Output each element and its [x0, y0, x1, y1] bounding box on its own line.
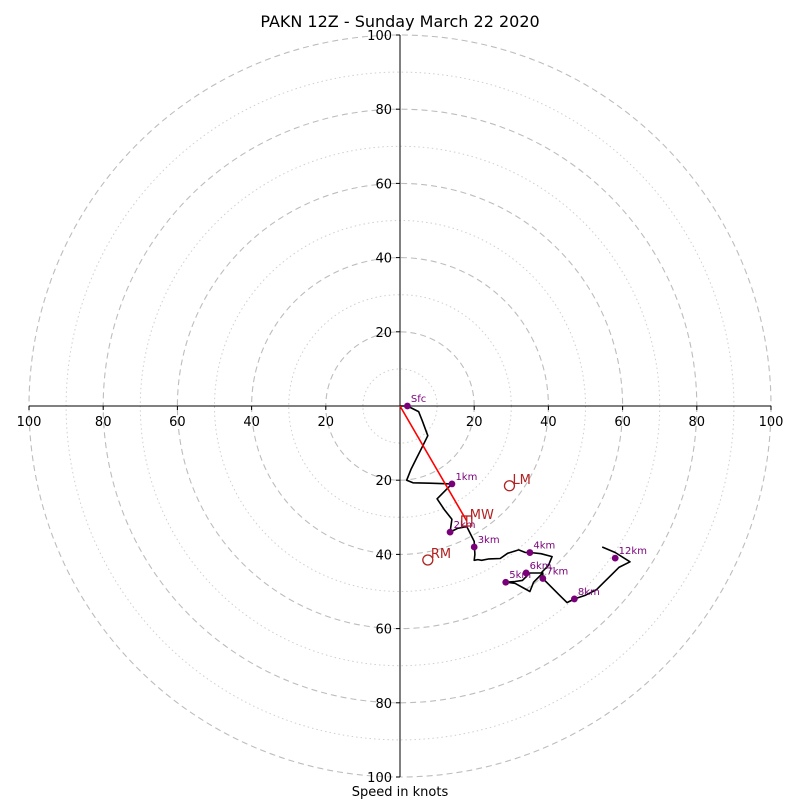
x-tick-label: 80: [689, 415, 706, 430]
storm-motion-label: LM: [512, 473, 530, 488]
height-marker-label: 8km: [578, 587, 600, 598]
storm-motion-label: RM: [431, 547, 451, 562]
y-tick-label: 100: [367, 771, 392, 786]
y-tick-label: 20: [375, 326, 392, 341]
y-tick-label: 60: [375, 623, 392, 638]
x-tick-label: 40: [243, 415, 260, 430]
storm-motion-markers: LM MW RM: [422, 473, 531, 566]
y-tick-label: 80: [375, 103, 392, 118]
height-marker-point: [470, 543, 478, 551]
y-tick-label: 20: [375, 474, 392, 489]
height-marker-point: [611, 554, 619, 562]
height-marker-point: [570, 595, 578, 603]
x-tick-label: 60: [169, 415, 186, 430]
x-tick-label: 20: [318, 415, 335, 430]
bulk-shear-line: [399, 405, 468, 522]
height-marker-point: [526, 549, 534, 556]
y-tick-label: 80: [375, 697, 392, 712]
y-tick-label: 40: [375, 252, 392, 267]
x-tick-label: 40: [540, 415, 557, 430]
height-marker-point: [522, 569, 530, 577]
x-tick-label: 60: [614, 415, 631, 430]
height-marker-label: Sfc: [411, 394, 426, 405]
height-marker-point: [502, 578, 510, 586]
x-tick-label: 80: [95, 415, 112, 430]
tick-labels: 100 80 60 40 20 20 40 60 80 100 20 40 60 80 100 20 40 60 8…: [17, 29, 784, 786]
y-tick-label: 40: [375, 548, 392, 563]
y-tick-label: 60: [375, 177, 392, 192]
height-marker-point: [446, 528, 454, 536]
chart-title: PAKN 12Z - Sunday March 22 2020: [260, 12, 539, 31]
height-marker-label: 1km: [455, 472, 477, 483]
hodograph-trace-layer: [400, 405, 631, 604]
height-marker-point: [404, 402, 411, 410]
storm-motion-label: MW: [470, 508, 494, 523]
x-tick-label: 20: [466, 415, 483, 430]
height-marker-label: 7km: [546, 567, 568, 578]
height-marker-label: 5km: [509, 570, 531, 581]
x-axis-label: Speed in knots: [352, 785, 449, 800]
storm-motion-marker: [422, 554, 434, 566]
y-tick-label: 100: [367, 29, 392, 44]
x-tick-label: 100: [759, 415, 784, 430]
storm-motion-marker: [503, 480, 516, 492]
shear-vector-layer: [399, 405, 468, 522]
height-marker-label: 6km: [530, 561, 552, 572]
height-marker-point: [539, 575, 547, 582]
height-marker-label: 4km: [533, 541, 555, 552]
height-marker-label: 3km: [478, 535, 500, 546]
height-marker-point: [448, 480, 456, 488]
x-tick-label: 100: [17, 415, 42, 430]
height-marker-label: 12km: [619, 546, 647, 557]
hodograph-trace: [400, 405, 631, 604]
